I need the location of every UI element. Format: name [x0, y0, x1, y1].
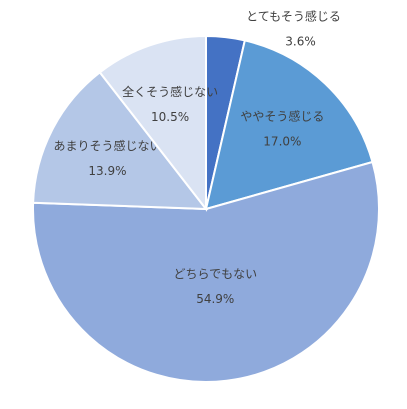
slice-label: とてもそう感じる [246, 9, 341, 24]
slice-value-label: 10.5% [151, 110, 189, 124]
slice-value-label: 3.6% [285, 35, 316, 49]
pie-slice [32, 160, 380, 383]
pie-slice [204, 39, 374, 211]
pie-slice [32, 70, 209, 211]
slice-label: どちらでもない [173, 267, 257, 281]
slice-value-label: 54.9% [196, 292, 234, 306]
slice-value-label: 17.0% [263, 134, 301, 148]
slice-value-label: 13.9% [88, 164, 126, 178]
slice-label: あまりそう感じない [53, 138, 161, 153]
slice-label: ややそう感じる [240, 108, 324, 123]
pie-slice [98, 34, 207, 212]
slice-label: 全くそう感じない [122, 84, 218, 99]
